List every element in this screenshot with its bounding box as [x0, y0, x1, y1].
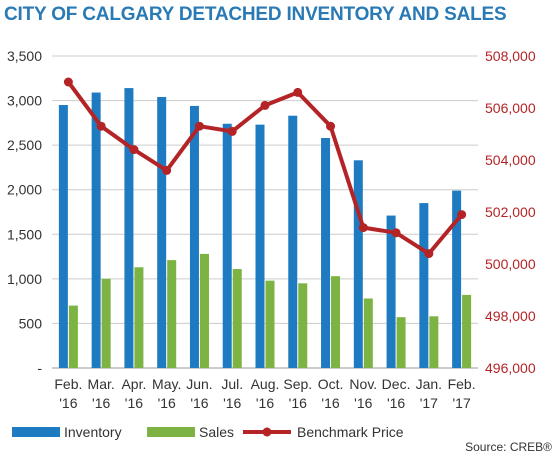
left-tick-label: -	[37, 360, 42, 376]
x-tick-label-month: Apr.	[121, 376, 146, 392]
x-tick-label-year: '16	[158, 395, 176, 411]
x-tick-label-year: '16	[92, 395, 110, 411]
x-tick-label-month: Feb.	[54, 376, 82, 392]
sales-bar	[134, 267, 144, 368]
legend-swatch-sales	[147, 427, 195, 437]
x-tick-label-year: '16	[125, 395, 143, 411]
sales-bar	[68, 305, 78, 368]
x-tick-label-year: '16	[387, 395, 405, 411]
right-tick-label: 502,000	[485, 204, 536, 220]
x-tick-label-year: '16	[289, 395, 307, 411]
x-tick-label-month: Nov.	[349, 376, 377, 392]
sales-bar	[396, 317, 406, 368]
left-tick-label: 3,000	[7, 93, 42, 109]
left-tick-label: 2,000	[7, 182, 42, 198]
sales-bar	[363, 298, 373, 368]
legend-marker-benchmark-price	[262, 427, 272, 437]
x-tick-label-year: '17	[420, 395, 438, 411]
legend-label-sales: Sales	[199, 424, 234, 440]
left-tick-label: 1,500	[7, 226, 42, 242]
inventory-bar	[157, 97, 167, 369]
x-axis: Feb. '16 Mar. '16 Apr. '16 May. '16 Jun. '16 Jul. '…	[54, 376, 475, 411]
right-tick-label: 500,000	[485, 256, 536, 272]
x-tick-label-month: Jan.	[416, 376, 442, 392]
legend: Inventory Sales Benchmark Price	[12, 424, 404, 440]
inventory-bar	[386, 215, 396, 368]
inventory-bar	[353, 160, 363, 368]
inventory-bar	[222, 123, 232, 369]
inventory-bar	[91, 92, 101, 368]
right-tick-label: 504,000	[485, 152, 536, 168]
x-tick-label-month: Jun.	[186, 376, 212, 392]
bars	[58, 88, 472, 369]
inventory-bar	[321, 138, 331, 368]
inventory-bar	[288, 115, 298, 369]
left-axis: - 500 1,000 1,500 2,000 2,500 3,000 3,500	[7, 48, 42, 376]
x-tick-label-month: Mar.	[88, 376, 115, 392]
x-tick-label-year: '16	[256, 395, 274, 411]
x-tick-label-month: Aug.	[251, 376, 280, 392]
x-tick-label-month: Oct.	[318, 376, 344, 392]
x-tick-label-year: '16	[190, 395, 208, 411]
right-tick-label: 498,000	[485, 308, 536, 324]
left-tick-label: 1,000	[7, 271, 42, 287]
benchmark-price-point	[194, 121, 204, 131]
sales-bar	[167, 260, 177, 368]
x-tick-label-month: Feb.	[448, 376, 476, 392]
legend-label-inventory: Inventory	[64, 424, 122, 440]
inventory-bar	[58, 105, 68, 369]
sales-bar	[199, 253, 209, 368]
left-tick-label: 500	[19, 315, 43, 331]
x-tick-label-year: '16	[354, 395, 372, 411]
benchmark-price-point	[129, 145, 139, 155]
inventory-bar	[452, 190, 462, 368]
source-note: Source: CREB®	[465, 440, 552, 454]
sales-bar	[429, 316, 439, 368]
benchmark-price-line	[63, 77, 467, 259]
sales-bar	[265, 280, 275, 368]
x-tick-label-month: Dec.	[382, 376, 411, 392]
sales-bar	[101, 278, 111, 368]
x-tick-label-month: May.	[152, 376, 181, 392]
x-tick-label-month: Jul.	[221, 376, 243, 392]
benchmark-price-point	[260, 100, 270, 110]
x-tick-label-year: '17	[452, 395, 470, 411]
right-axis: 496,000 498,000 500,000 502,000 504,000 506,0…	[485, 48, 536, 376]
benchmark-price-point	[457, 210, 467, 220]
right-tick-label: 508,000	[485, 48, 536, 64]
sales-bar	[331, 276, 341, 368]
sales-bar	[232, 269, 242, 368]
x-tick-label-month: Sep.	[283, 376, 312, 392]
benchmark-price-point	[293, 87, 303, 97]
left-tick-label: 3,500	[7, 48, 42, 64]
right-tick-label: 496,000	[485, 360, 536, 376]
inventory-bar	[419, 203, 429, 368]
benchmark-price-point	[162, 165, 172, 175]
x-tick-label-year: '16	[223, 395, 241, 411]
chart-title: CITY OF CALGARY DETACHED INVENTORY AND S…	[4, 4, 507, 25]
sales-bar	[298, 283, 308, 368]
legend-label-benchmark-price: Benchmark Price	[297, 424, 404, 440]
legend-swatch-inventory	[12, 427, 60, 437]
benchmark-price-point	[424, 249, 434, 259]
benchmark-price-point	[391, 228, 401, 238]
benchmark-price-point	[326, 121, 336, 131]
sales-bar	[462, 294, 472, 368]
inventory-bar	[255, 124, 265, 368]
benchmark-price-point	[227, 126, 237, 136]
left-tick-label: 2,500	[7, 137, 42, 153]
x-tick-label-year: '16	[321, 395, 339, 411]
benchmark-price-point	[63, 77, 73, 87]
gridlines	[52, 55, 478, 369]
right-tick-label: 506,000	[485, 100, 536, 116]
inventory-bar	[189, 105, 199, 369]
x-tick-label-year: '16	[59, 395, 77, 411]
benchmark-price-point	[358, 223, 368, 233]
inventory-bar	[124, 88, 134, 368]
benchmark-price-point	[96, 121, 106, 131]
